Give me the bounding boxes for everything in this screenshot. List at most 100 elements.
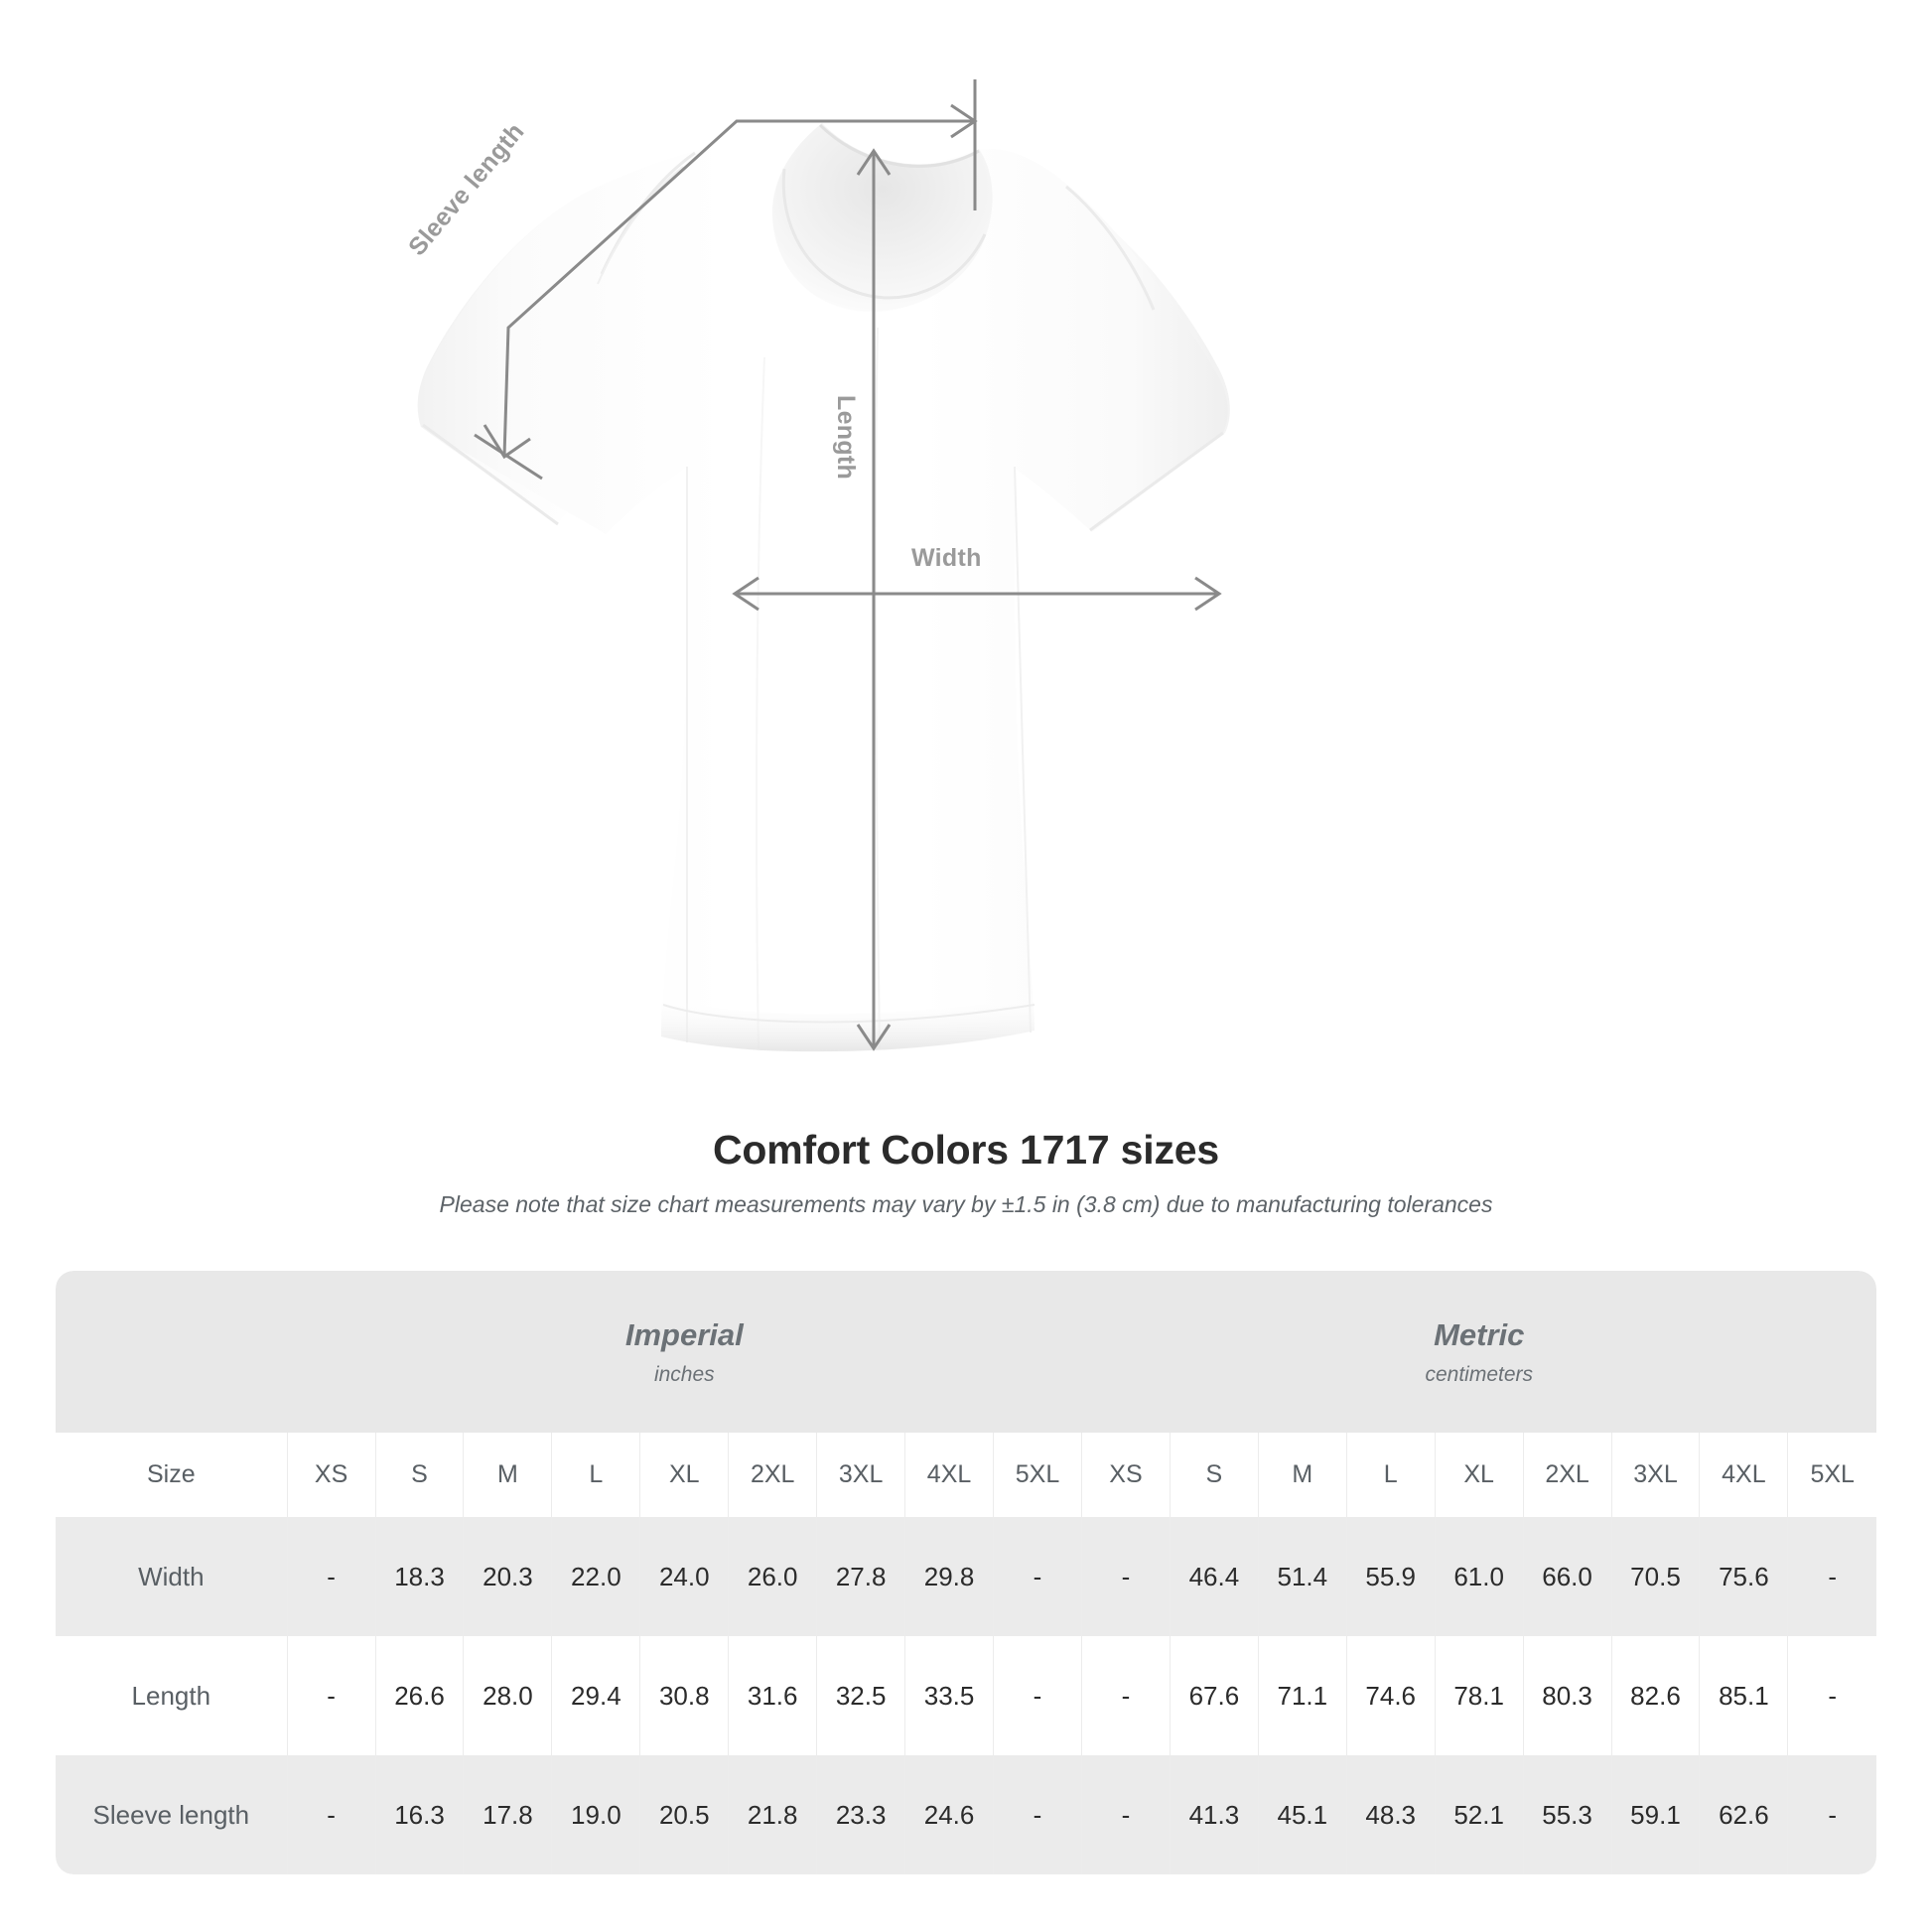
- size-header-cell-metric-XL: XL: [1434, 1433, 1524, 1517]
- cell-sleeve-length-imperial-S: 16.3: [374, 1755, 464, 1874]
- shirt-body-group: [417, 121, 1230, 1052]
- cell-sleeve-length-metric-2XL: 55.3: [1522, 1755, 1612, 1874]
- cell-length-imperial-5XL: -: [993, 1636, 1082, 1755]
- cell-width-metric-L: 55.9: [1345, 1517, 1436, 1636]
- tshirt-diagram: Sleeve length Length Width: [403, 79, 1230, 1052]
- size-header-cell-imperial-XL: XL: [639, 1433, 729, 1517]
- cell-width-imperial-S: 18.3: [374, 1517, 464, 1636]
- row-label-sleeve-length: Sleeve length: [56, 1755, 288, 1874]
- unit-banner-metric: Metric centimeters: [1081, 1271, 1876, 1433]
- cell-sleeve-length-metric-3XL: 59.1: [1610, 1755, 1700, 1874]
- cell-width-imperial-L: 22.0: [551, 1517, 640, 1636]
- cell-sleeve-length-metric-XS: -: [1080, 1755, 1171, 1874]
- row-label-length: Length: [56, 1636, 288, 1755]
- cell-width-metric-S: 46.4: [1169, 1517, 1259, 1636]
- cell-sleeve-length-metric-4XL: 62.6: [1699, 1755, 1788, 1874]
- cell-length-imperial-XS: -: [286, 1636, 376, 1755]
- cell-width-metric-3XL: 70.5: [1610, 1517, 1700, 1636]
- size-header-cell-metric-XS: XS: [1080, 1433, 1171, 1517]
- cell-sleeve-length-imperial-3XL: 23.3: [816, 1755, 905, 1874]
- width-arrowhead-left: [732, 576, 759, 612]
- size-header-cell-metric-3XL: 3XL: [1610, 1433, 1700, 1517]
- size-header-cell-metric-L: L: [1345, 1433, 1436, 1517]
- cell-width-metric-2XL: 66.0: [1522, 1517, 1612, 1636]
- cell-width-metric-XS: -: [1080, 1517, 1171, 1636]
- size-chart-table: Imperial inches Metric centimeters Size XS S M L…: [56, 1271, 1876, 1874]
- length-dimension-label: Length: [832, 395, 860, 481]
- cell-sleeve-length-metric-M: 45.1: [1257, 1755, 1347, 1874]
- width-arrowhead-right: [1194, 576, 1222, 612]
- cell-width-metric-4XL: 75.6: [1699, 1517, 1788, 1636]
- unit-banner-row: Imperial inches Metric centimeters: [56, 1271, 1876, 1433]
- table-row: Width -18.3 20.3 22.0 24.0 26.0 27.8 29.8- -46.4…: [56, 1517, 1876, 1636]
- sleeve-length-line: [502, 119, 975, 458]
- size-header-cell-imperial-3XL: 3XL: [816, 1433, 905, 1517]
- size-header-cell-metric-S: S: [1169, 1433, 1259, 1517]
- cell-width-imperial-XL: 24.0: [639, 1517, 729, 1636]
- cell-width-imperial-M: 20.3: [463, 1517, 552, 1636]
- unit-sub-metric: centimeters: [1425, 1362, 1534, 1386]
- sleeve-arrowhead-top: [950, 103, 978, 139]
- cell-sleeve-length-imperial-L: 19.0: [551, 1755, 640, 1874]
- cell-length-metric-L: 74.6: [1345, 1636, 1436, 1755]
- cell-width-imperial-4XL: 29.8: [904, 1517, 994, 1636]
- sleeve-arrowhead-bottom: [483, 424, 531, 460]
- cell-width-imperial-5XL: -: [993, 1517, 1082, 1636]
- cell-length-imperial-S: 26.6: [374, 1636, 464, 1755]
- cell-length-imperial-3XL: 32.5: [816, 1636, 905, 1755]
- cell-width-imperial-3XL: 27.8: [816, 1517, 905, 1636]
- size-header-row: Size XS S M L XL 2XL 3XL 4XL 5XL XS S M L XL 2XL 3XL 4XL 5…: [56, 1433, 1876, 1517]
- tshirt-illustration: [417, 79, 1230, 1052]
- cell-length-imperial-4XL: 33.5: [904, 1636, 994, 1755]
- size-header-cell-imperial-2XL: 2XL: [728, 1433, 817, 1517]
- size-header-cell-metric-2XL: 2XL: [1522, 1433, 1612, 1517]
- cell-length-imperial-XL: 30.8: [639, 1636, 729, 1755]
- cell-sleeve-length-metric-L: 48.3: [1345, 1755, 1436, 1874]
- cell-length-metric-2XL: 80.3: [1522, 1636, 1612, 1755]
- cell-length-metric-3XL: 82.6: [1610, 1636, 1700, 1755]
- cell-length-metric-4XL: 85.1: [1699, 1636, 1788, 1755]
- cell-width-imperial-2XL: 26.0: [728, 1517, 817, 1636]
- cell-sleeve-length-metric-XL: 52.1: [1434, 1755, 1524, 1874]
- cell-length-metric-S: 67.6: [1169, 1636, 1259, 1755]
- cell-sleeve-length-imperial-M: 17.8: [463, 1755, 552, 1874]
- cell-length-imperial-2XL: 31.6: [728, 1636, 817, 1755]
- size-header-cell-metric-5XL: 5XL: [1787, 1433, 1876, 1517]
- size-chart-table-wrapper: Imperial inches Metric centimeters Size XS S M L…: [56, 1271, 1876, 1874]
- length-arrowhead-top: [856, 148, 892, 176]
- unit-sub-imperial: inches: [653, 1362, 715, 1386]
- size-header-cell-imperial-S: S: [374, 1433, 464, 1517]
- cell-length-imperial-L: 29.4: [551, 1636, 640, 1755]
- page-title: Comfort Colors 1717 sizes: [713, 1127, 1219, 1173]
- length-arrowhead-bottom: [856, 1024, 892, 1051]
- size-header-cell-imperial-L: L: [551, 1433, 640, 1517]
- unit-name-imperial: Imperial: [624, 1316, 744, 1352]
- title-block: Comfort Colors 1717 sizes Please note th…: [0, 1127, 1932, 1218]
- unit-banner-imperial: Imperial inches: [287, 1271, 1082, 1433]
- cell-sleeve-length-imperial-XS: -: [286, 1755, 376, 1874]
- table-row: Sleeve length -16.3 17.8 19.0 20.5 21.8 23.3 24…: [56, 1755, 1876, 1874]
- size-header-cell-metric-4XL: 4XL: [1699, 1433, 1788, 1517]
- cell-width-metric-M: 51.4: [1257, 1517, 1347, 1636]
- cell-sleeve-length-imperial-2XL: 21.8: [728, 1755, 817, 1874]
- cell-sleeve-length-imperial-XL: 20.5: [639, 1755, 729, 1874]
- size-header-cell-imperial-4XL: 4XL: [904, 1433, 994, 1517]
- size-header-cell-imperial-XS: XS: [286, 1433, 376, 1517]
- cell-length-metric-M: 71.1: [1257, 1636, 1347, 1755]
- cell-sleeve-length-imperial-5XL: -: [993, 1755, 1082, 1874]
- cell-width-metric-5XL: -: [1787, 1517, 1876, 1636]
- cell-length-metric-5XL: -: [1787, 1636, 1876, 1755]
- cell-sleeve-length-imperial-4XL: 24.6: [904, 1755, 994, 1874]
- cell-length-imperial-M: 28.0: [463, 1636, 552, 1755]
- size-header-cell-imperial-M: M: [463, 1433, 552, 1517]
- size-header-cell-imperial-5XL: 5XL: [993, 1433, 1082, 1517]
- size-header-cell-metric-M: M: [1257, 1433, 1347, 1517]
- measurement-lines: [474, 79, 1222, 1051]
- cell-width-imperial-XS: -: [286, 1517, 376, 1636]
- row-label-width: Width: [56, 1517, 288, 1636]
- cell-width-metric-XL: 61.0: [1434, 1517, 1524, 1636]
- cell-length-metric-XS: -: [1080, 1636, 1171, 1755]
- table-row: Length -26.6 28.0 29.4 30.8 31.6 32.5 33.5- -67.…: [56, 1636, 1876, 1755]
- width-dimension-label: Width: [911, 544, 982, 572]
- cell-length-metric-XL: 78.1: [1434, 1636, 1524, 1755]
